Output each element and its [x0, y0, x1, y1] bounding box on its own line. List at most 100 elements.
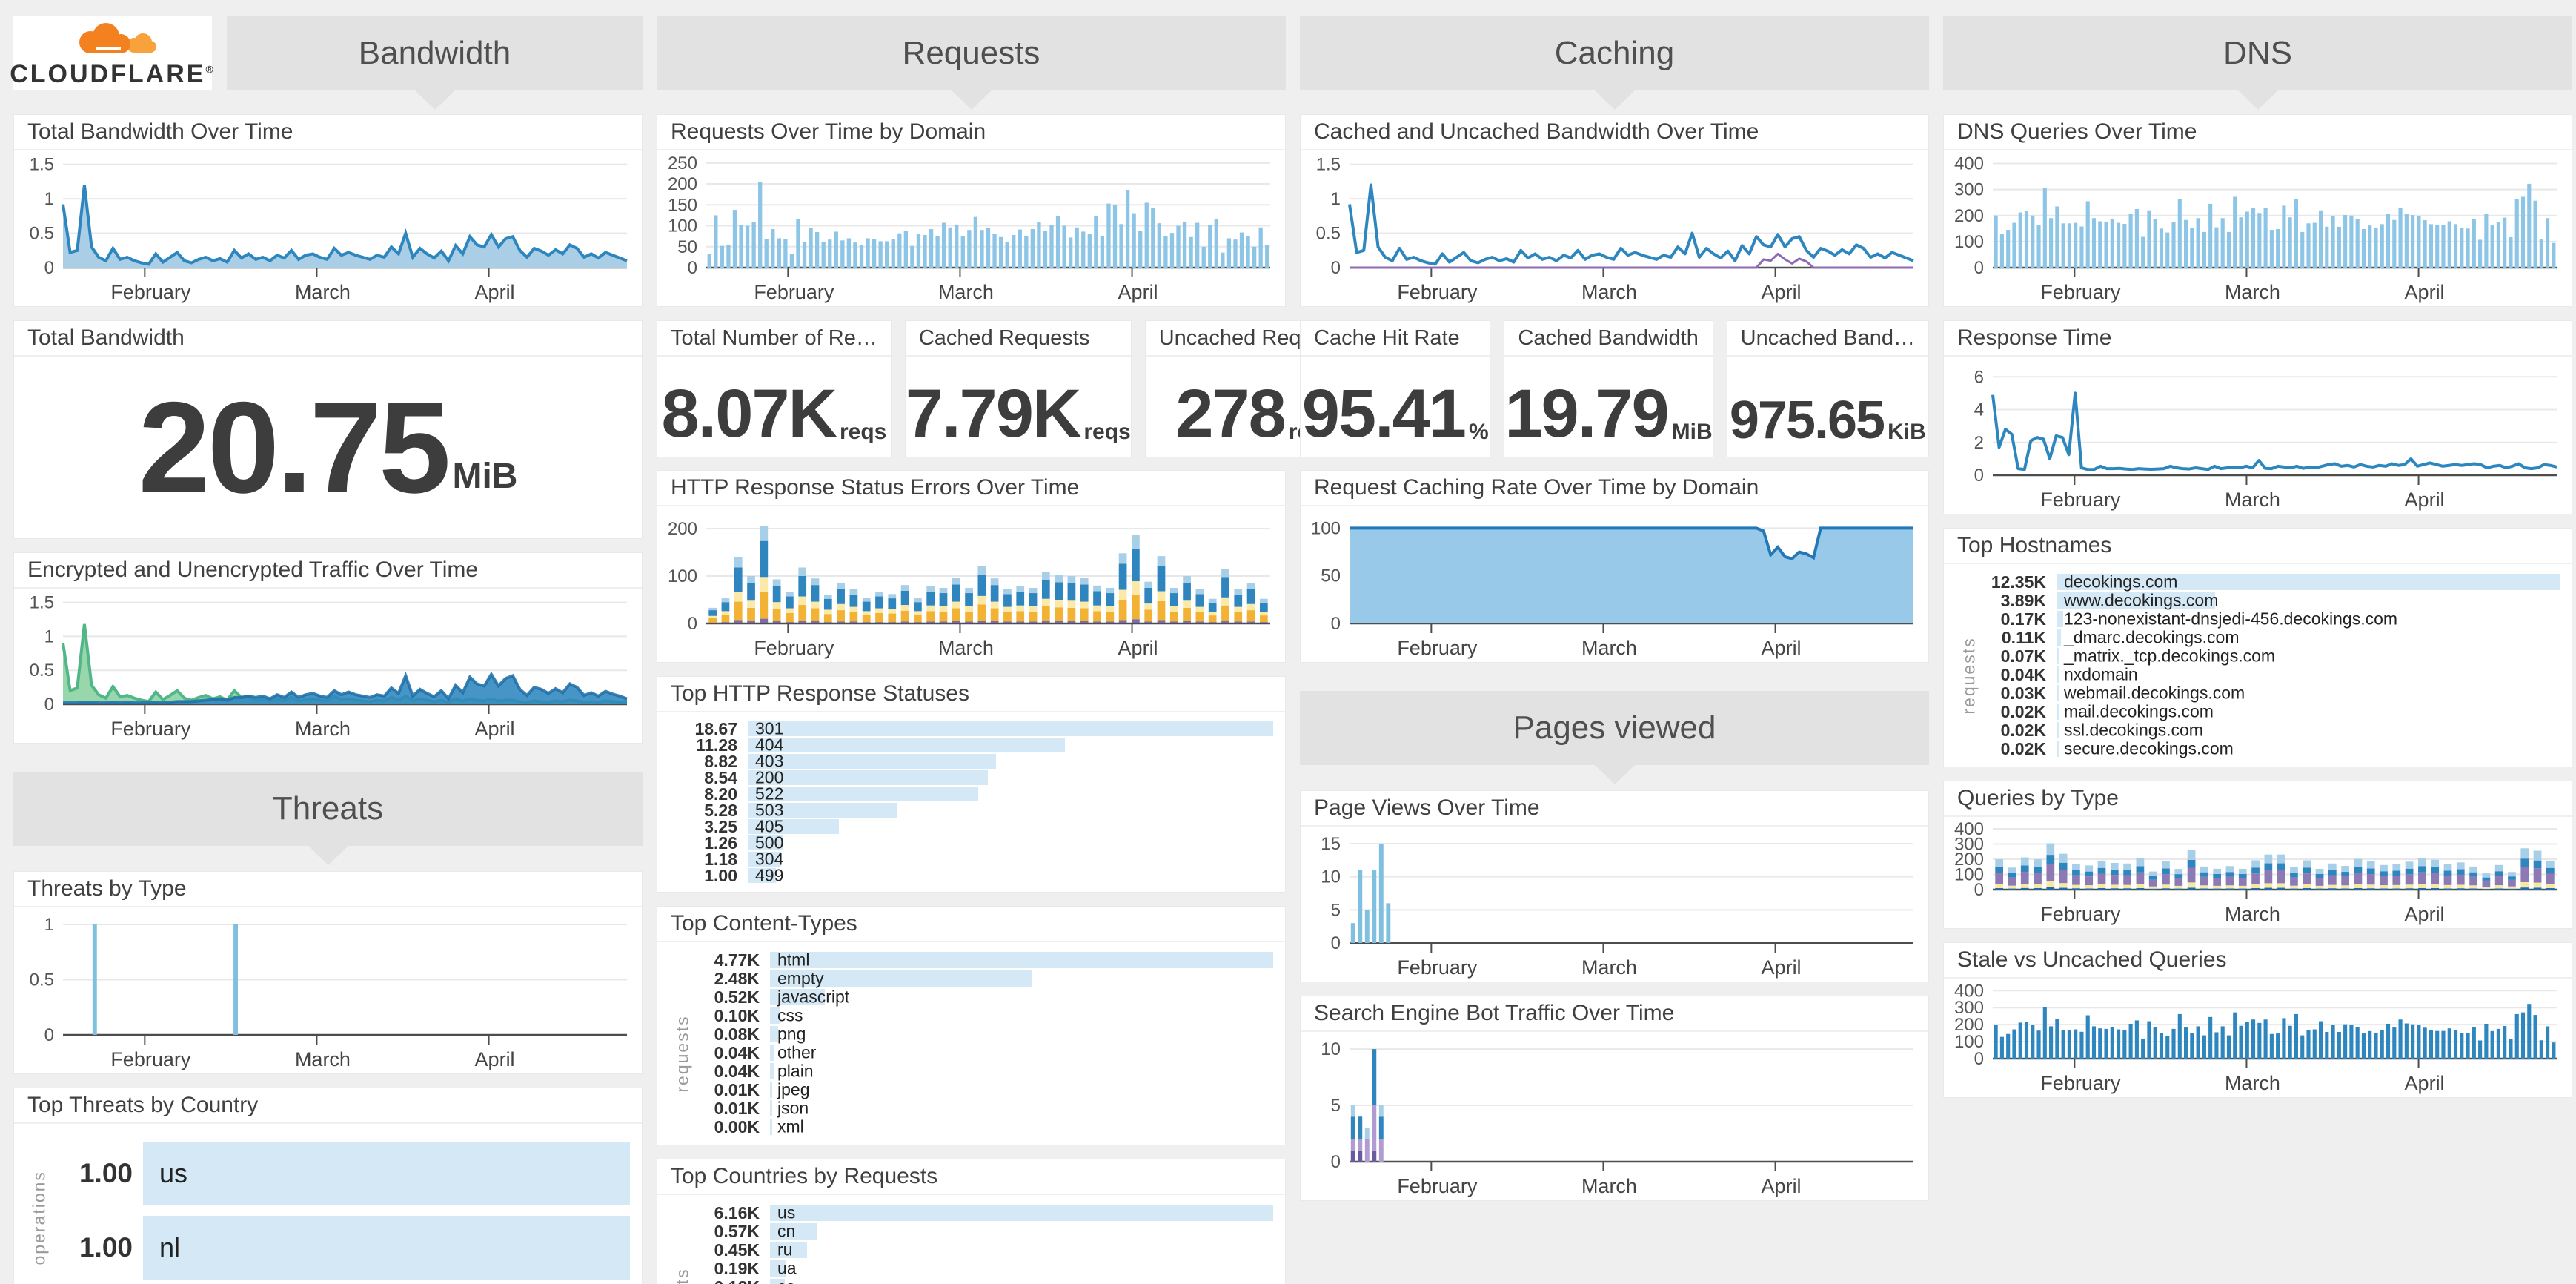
- list-item-bar[interactable]: [748, 852, 781, 867]
- queries-by-type-chart[interactable]: 0 100 200 300 400 February March April: [1944, 817, 2572, 928]
- list-item[interactable]: 0.18Kca: [690, 1277, 1273, 1284]
- list-item-bar[interactable]: [770, 970, 1032, 987]
- list-item[interactable]: 4.77K html: [690, 950, 1273, 970]
- chart-canvas[interactable]: 0 50 100 February March April: [1301, 506, 1928, 662]
- list-item-bar[interactable]: [2057, 722, 2059, 738]
- list-item-bar[interactable]: [770, 1260, 786, 1277]
- list-item-bar[interactable]: [770, 952, 1273, 968]
- list-item[interactable]: 0.11K _dmarc.decokings.com: [1976, 628, 2560, 647]
- list-item-bar[interactable]: [748, 721, 1273, 736]
- http-response-errors-chart[interactable]: 0 100 200 February March April: [657, 506, 1285, 662]
- list-item-bar[interactable]: [2057, 629, 2062, 646]
- list-item[interactable]: 2.48K empty: [690, 969, 1273, 988]
- list-item-bar[interactable]: [770, 989, 826, 1005]
- list-item-bar[interactable]: [770, 1279, 785, 1284]
- list-item-bar[interactable]: [143, 1216, 630, 1280]
- list-item[interactable]: 12.35K decokings.com: [1976, 572, 2560, 592]
- list-item-bar[interactable]: [748, 770, 989, 785]
- list-item[interactable]: 18.67 301: [668, 719, 1273, 738]
- list-item[interactable]: 0.10K css: [690, 1006, 1273, 1025]
- chart-canvas[interactable]: 0 2 4 6 February March April: [1944, 357, 2572, 514]
- list-item-bar[interactable]: [770, 1205, 1273, 1221]
- list-item-bar[interactable]: [748, 868, 776, 883]
- list-item-bar[interactable]: [770, 1082, 773, 1098]
- list-item[interactable]: 0.04K plain: [690, 1062, 1273, 1081]
- list-item-bar[interactable]: [770, 1100, 773, 1116]
- list-item[interactable]: 0.52K javascript: [690, 987, 1273, 1007]
- chart-canvas[interactable]: 0 0.5 1 1.5 February March April: [14, 150, 642, 306]
- list-item-bar[interactable]: [770, 1119, 773, 1135]
- cached-uncached-bandwidth-chart[interactable]: 0 0.5 1 1.5 February March April: [1301, 150, 1928, 306]
- list-item[interactable]: 0.45K ru: [690, 1240, 1273, 1260]
- list-item[interactable]: 0.01K json: [690, 1099, 1273, 1118]
- chart-canvas[interactable]: 0 0.5 1 1.5 February March April: [14, 589, 642, 743]
- list-item[interactable]: 0.00K xml: [690, 1117, 1273, 1136]
- stale-vs-uncached-chart[interactable]: 0 100 200 300 400 February March April: [1944, 979, 2572, 1097]
- list-item[interactable]: 1.00 us: [47, 1142, 630, 1205]
- list-item[interactable]: 8.20 522: [668, 784, 1273, 804]
- dns-queries-chart[interactable]: 0 100 200 300 400 February March April: [1944, 150, 2572, 306]
- list-item-bar[interactable]: [2057, 685, 2059, 701]
- chart-canvas[interactable]: 0 0.5 1 February March April: [14, 907, 642, 1073]
- list-item-bar[interactable]: [2057, 592, 2215, 609]
- list-item[interactable]: 0.04K other: [690, 1043, 1273, 1062]
- list-item[interactable]: 1.00 nl: [47, 1216, 630, 1280]
- chart-canvas[interactable]: 0 0.5 1 1.5 February March April: [1301, 150, 1928, 306]
- list-item[interactable]: 5.28 503: [668, 801, 1273, 820]
- response-time-chart[interactable]: 0 2 4 6 February March April: [1944, 357, 2572, 514]
- list-item-bar[interactable]: [748, 803, 897, 818]
- list-item[interactable]: 1.18 304: [668, 850, 1273, 869]
- list-item[interactable]: 11.28 404: [668, 735, 1273, 755]
- list-item-bar[interactable]: [2057, 666, 2059, 683]
- list-item-bar[interactable]: [748, 835, 783, 850]
- list-item-bar[interactable]: [748, 738, 1066, 752]
- list-item-bar[interactable]: [770, 1007, 781, 1024]
- total-bandwidth-over-time-chart[interactable]: 0 0.5 1 1.5 February March April: [14, 150, 642, 306]
- bot-traffic-chart[interactable]: 0 5 10 February March April: [1301, 1032, 1928, 1200]
- chart-canvas[interactable]: 0 5 10 February March April: [1301, 1032, 1928, 1200]
- chart-canvas[interactable]: 0 100 200 February March April: [657, 506, 1285, 662]
- list-item[interactable]: 6.16K us: [690, 1203, 1273, 1222]
- list-item-bar[interactable]: [2057, 648, 2059, 664]
- list-item[interactable]: 1.26 500: [668, 833, 1273, 853]
- requests-over-time-chart[interactable]: 0 50 100 150 200 250 February March April: [657, 150, 1285, 306]
- list-item[interactable]: 0.17K 123-nonexistant-dnsjedi-456.decokin…: [1976, 609, 2560, 629]
- list-item-bar[interactable]: [770, 1026, 779, 1042]
- list-item[interactable]: 0.08K png: [690, 1025, 1273, 1044]
- list-item[interactable]: 8.54 200: [668, 768, 1273, 787]
- list-item-bar[interactable]: [770, 1223, 817, 1240]
- list-item-bar[interactable]: [748, 787, 979, 801]
- list-item[interactable]: 0.02K secure.decokings.com: [1976, 739, 2560, 758]
- list-item[interactable]: 0.04K nxdomain: [1976, 665, 2560, 684]
- threats-by-type-chart[interactable]: 0 0.5 1 February March April: [14, 907, 642, 1073]
- list-item-bar[interactable]: [770, 1063, 774, 1079]
- list-item[interactable]: 0.07K _matrix._tcp.decokings.com: [1976, 646, 2560, 666]
- encrypted-unencrypted-chart[interactable]: 0 0.5 1 1.5 February March April: [14, 589, 642, 743]
- list-item[interactable]: 1.00 499: [668, 866, 1273, 885]
- list-item-bar[interactable]: [770, 1242, 807, 1258]
- list-item-bar[interactable]: [2057, 611, 2064, 627]
- list-item-bar[interactable]: [2057, 704, 2059, 720]
- page-views-chart[interactable]: 0 5 10 15 February March April: [1301, 827, 1928, 982]
- list-item[interactable]: 8.82 403: [668, 752, 1273, 771]
- list-item-bar[interactable]: [2057, 741, 2059, 757]
- list-item[interactable]: 0.02K ssl.decokings.com: [1976, 721, 2560, 740]
- list-item-bar[interactable]: [143, 1142, 630, 1205]
- request-caching-rate-chart[interactable]: 0 50 100 February March April: [1301, 506, 1928, 662]
- list-item-bar[interactable]: [2057, 574, 2560, 590]
- list-item[interactable]: 3.89K www.decokings.com: [1976, 591, 2560, 610]
- chart-canvas[interactable]: 0 5 10 15 February March April: [1301, 827, 1928, 982]
- list-item[interactable]: 0.01K jpeg: [690, 1080, 1273, 1099]
- list-item-bar[interactable]: [748, 754, 996, 769]
- list-item[interactable]: 0.03K webmail.decokings.com: [1976, 684, 2560, 703]
- list-item[interactable]: 3.25 405: [668, 817, 1273, 836]
- list-item-bar[interactable]: [770, 1045, 774, 1061]
- list-item[interactable]: 0.19K ua: [690, 1259, 1273, 1278]
- list-item-bar[interactable]: [748, 819, 840, 834]
- list-item[interactable]: 0.57K cn: [690, 1222, 1273, 1241]
- cloudflare-logo[interactable]: CLOUDFLARE®: [10, 16, 213, 90]
